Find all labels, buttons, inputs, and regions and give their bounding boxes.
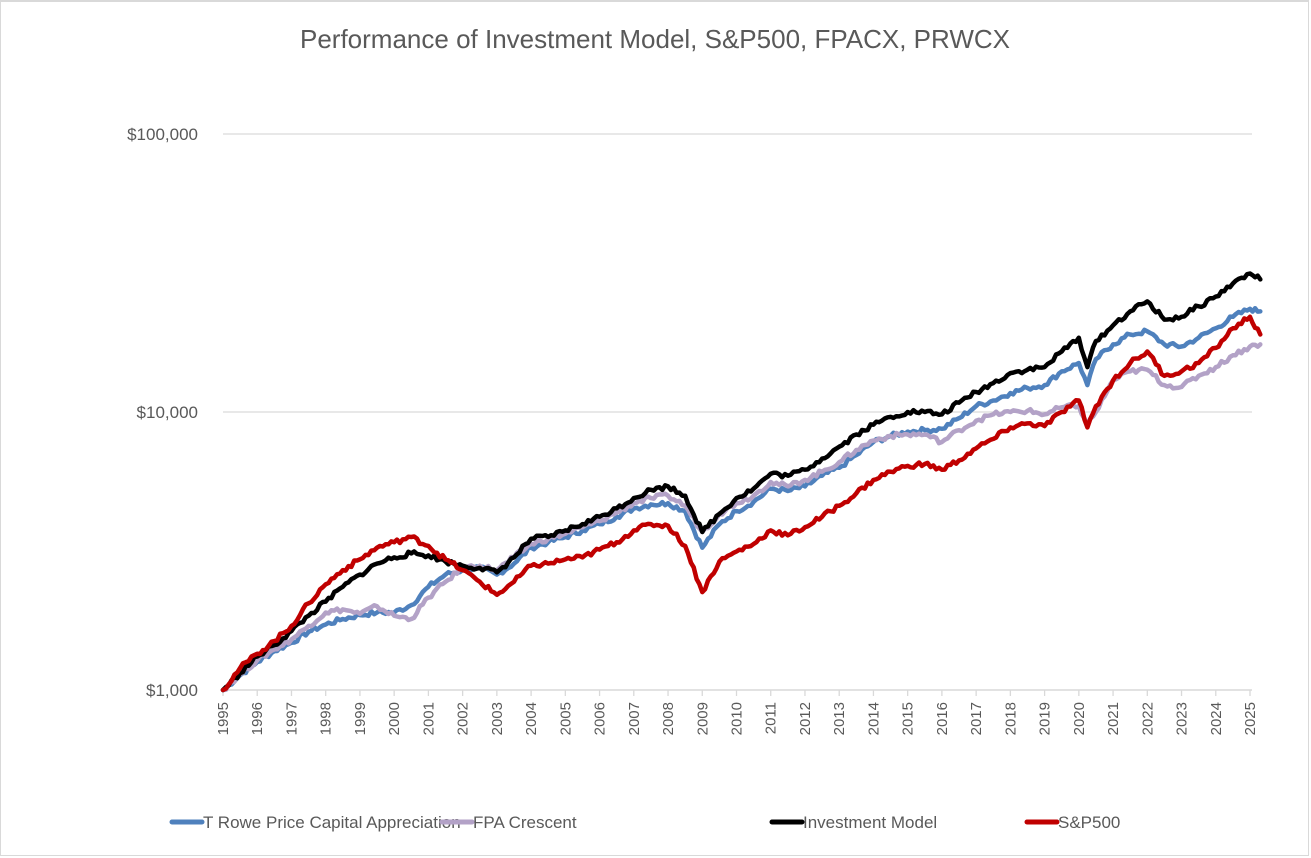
- x-tick-label: 2000: [386, 702, 403, 735]
- legend: T Rowe Price Capital Appreciation FPA Cre…: [169, 813, 1120, 832]
- x-tick-label: 2006: [592, 702, 609, 735]
- x-tick-label: 2003: [489, 702, 506, 735]
- x-tick-label: 2019: [1037, 702, 1054, 735]
- x-tick-label: 1997: [283, 702, 300, 735]
- legend-label: T Rowe Price Capital Appreciation: [203, 813, 461, 832]
- series-line-s-p500: [220, 314, 1263, 693]
- chart-title: Performance of Investment Model, S&P500,…: [300, 24, 1010, 54]
- plot-area: [220, 271, 1263, 693]
- x-tick-label: 2009: [694, 702, 711, 735]
- x-tick-label: 2018: [1002, 702, 1019, 735]
- series-line-fpa-crescent: [220, 342, 1263, 693]
- x-tick-label: 2024: [1208, 702, 1225, 735]
- x-tick-label: 2016: [934, 702, 951, 735]
- x-tick-label: 2025: [1242, 702, 1259, 735]
- legend-item: S&P500: [1024, 813, 1120, 832]
- legend-label: FPA Crescent: [473, 813, 577, 832]
- x-tick-label: 2022: [1139, 702, 1156, 735]
- x-axis: 1995 1996 1997 1998 1999 2000 2001 2002 2003 2004…: [215, 689, 1259, 735]
- x-tick-label: 2013: [831, 702, 848, 735]
- x-tick-label: 2020: [1071, 702, 1088, 735]
- x-tick-label: 2023: [1174, 702, 1191, 735]
- x-tick-label: 2007: [626, 702, 643, 735]
- series-line-t-rowe-price-capital-appreciation: [220, 305, 1263, 693]
- series-line-investment-model: [220, 271, 1263, 693]
- x-tick-label: 1995: [215, 702, 232, 735]
- x-tick-label: 2021: [1105, 702, 1122, 735]
- y-tick-label: $10,000: [137, 403, 198, 422]
- x-tick-label: 2017: [968, 702, 985, 735]
- x-tick-label: 1996: [249, 702, 266, 735]
- legend-label: S&P500: [1058, 813, 1120, 832]
- x-tick-label: 2015: [900, 702, 917, 735]
- y-tick-label: $1,000: [146, 681, 198, 700]
- legend-item: Investment Model: [769, 813, 937, 832]
- x-tick-label: 1998: [318, 702, 335, 735]
- legend-item: FPA Crescent: [439, 813, 577, 832]
- x-tick-label: 2008: [660, 702, 677, 735]
- legend-item: T Rowe Price Capital Appreciation: [169, 813, 461, 832]
- y-axis: $1,000 $10,000 $100,000: [127, 125, 198, 700]
- x-tick-label: 2002: [455, 702, 472, 735]
- x-tick-label: 2011: [763, 702, 780, 734]
- x-tick-label: 2010: [729, 702, 746, 735]
- x-tick-label: 1999: [352, 702, 369, 735]
- x-tick-label: 2014: [865, 702, 882, 735]
- x-tick-label: 2001: [420, 702, 437, 735]
- gridlines: [223, 133, 1252, 413]
- x-tick-label: 2005: [557, 702, 574, 735]
- legend-label: Investment Model: [803, 813, 937, 832]
- x-tick-label: 2012: [797, 702, 814, 735]
- y-tick-label: $100,000: [127, 125, 198, 144]
- x-tick-label: 2004: [523, 702, 540, 735]
